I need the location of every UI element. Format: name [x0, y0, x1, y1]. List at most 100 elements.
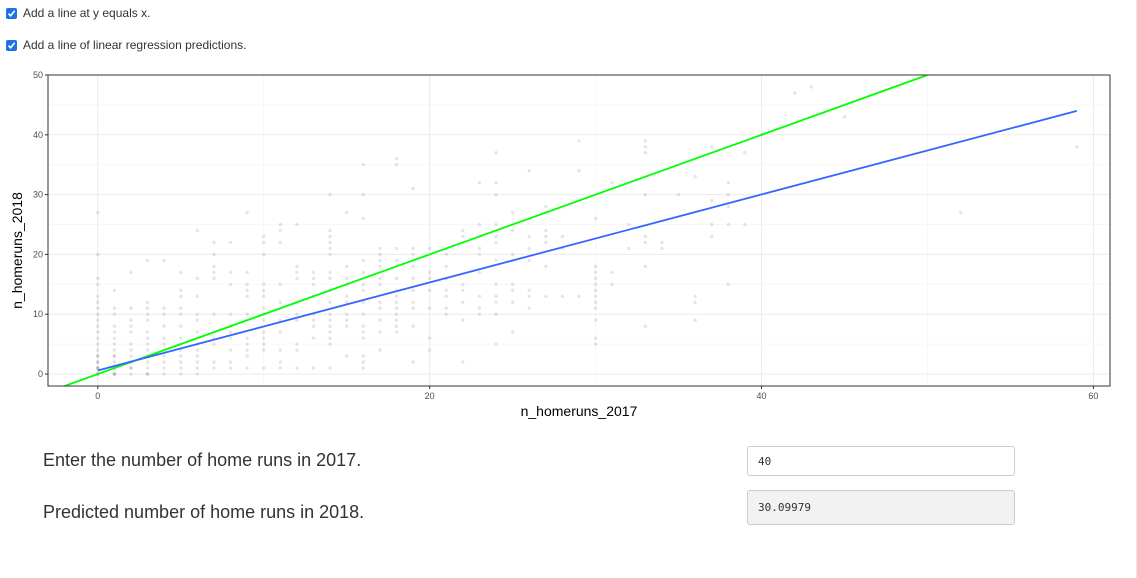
data-point [593, 318, 598, 322]
data-point [361, 360, 365, 364]
data-point [378, 276, 382, 281]
plot-panel [48, 75, 1110, 386]
data-point [96, 282, 100, 287]
data-point [527, 306, 531, 310]
data-point [129, 306, 133, 310]
data-point [328, 276, 332, 281]
data-point [427, 270, 432, 275]
data-point [262, 240, 266, 245]
data-point [96, 348, 100, 352]
data-point [212, 276, 216, 281]
data-point [693, 174, 697, 179]
data-point [278, 300, 283, 304]
data-point [212, 270, 216, 275]
data-point [162, 336, 166, 340]
data-point [743, 151, 747, 155]
identity-line-option[interactable]: Add a line at y equals x. [6, 6, 150, 20]
data-point [145, 372, 150, 376]
data-point [195, 318, 200, 322]
data-point [245, 270, 249, 275]
data-point [278, 228, 283, 233]
data-point [494, 258, 498, 263]
homeruns-2017-input[interactable]: 40 [747, 446, 1015, 476]
data-point [593, 264, 598, 269]
data-point [129, 354, 133, 358]
data-point [411, 300, 415, 304]
data-point [328, 270, 332, 275]
x-tick-label: 60 [1088, 391, 1098, 401]
data-point [544, 240, 548, 245]
data-point [593, 294, 598, 298]
data-point [295, 276, 299, 281]
data-point [361, 312, 365, 316]
data-point [212, 240, 216, 245]
data-point [145, 372, 150, 376]
data-point [544, 264, 548, 269]
data-point [378, 318, 382, 322]
data-point [411, 306, 415, 310]
data-point [112, 372, 117, 376]
x-tick-label: 0 [95, 391, 100, 401]
data-point [245, 336, 249, 340]
regression-line-option[interactable]: Add a line of linear regression predicti… [6, 38, 246, 52]
data-point [710, 145, 714, 149]
data-point [361, 258, 365, 263]
data-point [129, 372, 133, 376]
data-point [544, 234, 548, 239]
data-point [328, 330, 332, 334]
data-point [278, 282, 283, 287]
data-point [145, 366, 150, 370]
data-point [328, 246, 332, 251]
regression-line-checkbox[interactable] [6, 39, 17, 51]
y-tick-label: 30 [33, 190, 43, 200]
data-point [643, 324, 648, 328]
data-point [96, 300, 100, 304]
data-point [96, 330, 100, 334]
data-point [262, 366, 266, 370]
data-point [461, 360, 465, 364]
data-point [162, 258, 166, 263]
data-point [145, 318, 150, 322]
data-point [411, 252, 415, 257]
data-point [477, 246, 482, 251]
data-point [228, 282, 233, 287]
data-point [112, 330, 117, 334]
data-point [129, 366, 133, 370]
data-point [593, 288, 598, 293]
data-point [112, 348, 117, 352]
y-axis-title: n_homeruns_2018 [9, 192, 25, 309]
data-point [344, 264, 349, 269]
data-point [510, 300, 515, 304]
data-point [179, 312, 183, 316]
data-point [195, 312, 200, 316]
data-point [96, 360, 100, 364]
data-point [361, 354, 365, 358]
data-point [527, 234, 531, 239]
data-point [145, 348, 150, 352]
data-point [394, 246, 399, 251]
data-point [212, 264, 216, 269]
data-point [560, 234, 565, 239]
data-point [195, 276, 200, 281]
data-point [610, 270, 614, 275]
x-tick-label: 20 [425, 391, 435, 401]
data-point [411, 246, 415, 251]
data-point [461, 234, 465, 239]
data-point [394, 330, 399, 334]
data-point [295, 312, 299, 316]
data-point [461, 288, 465, 293]
data-point [427, 246, 432, 251]
data-point [179, 288, 183, 293]
identity-line-checkbox[interactable] [6, 7, 17, 19]
data-point [726, 222, 731, 227]
data-point [494, 300, 498, 304]
data-point [96, 354, 100, 358]
data-point [112, 360, 117, 364]
data-point [676, 192, 681, 197]
data-point [643, 145, 648, 149]
data-point [710, 234, 714, 239]
data-point [262, 306, 266, 310]
data-point [593, 336, 598, 340]
data-point [344, 300, 349, 304]
data-point [378, 300, 382, 304]
